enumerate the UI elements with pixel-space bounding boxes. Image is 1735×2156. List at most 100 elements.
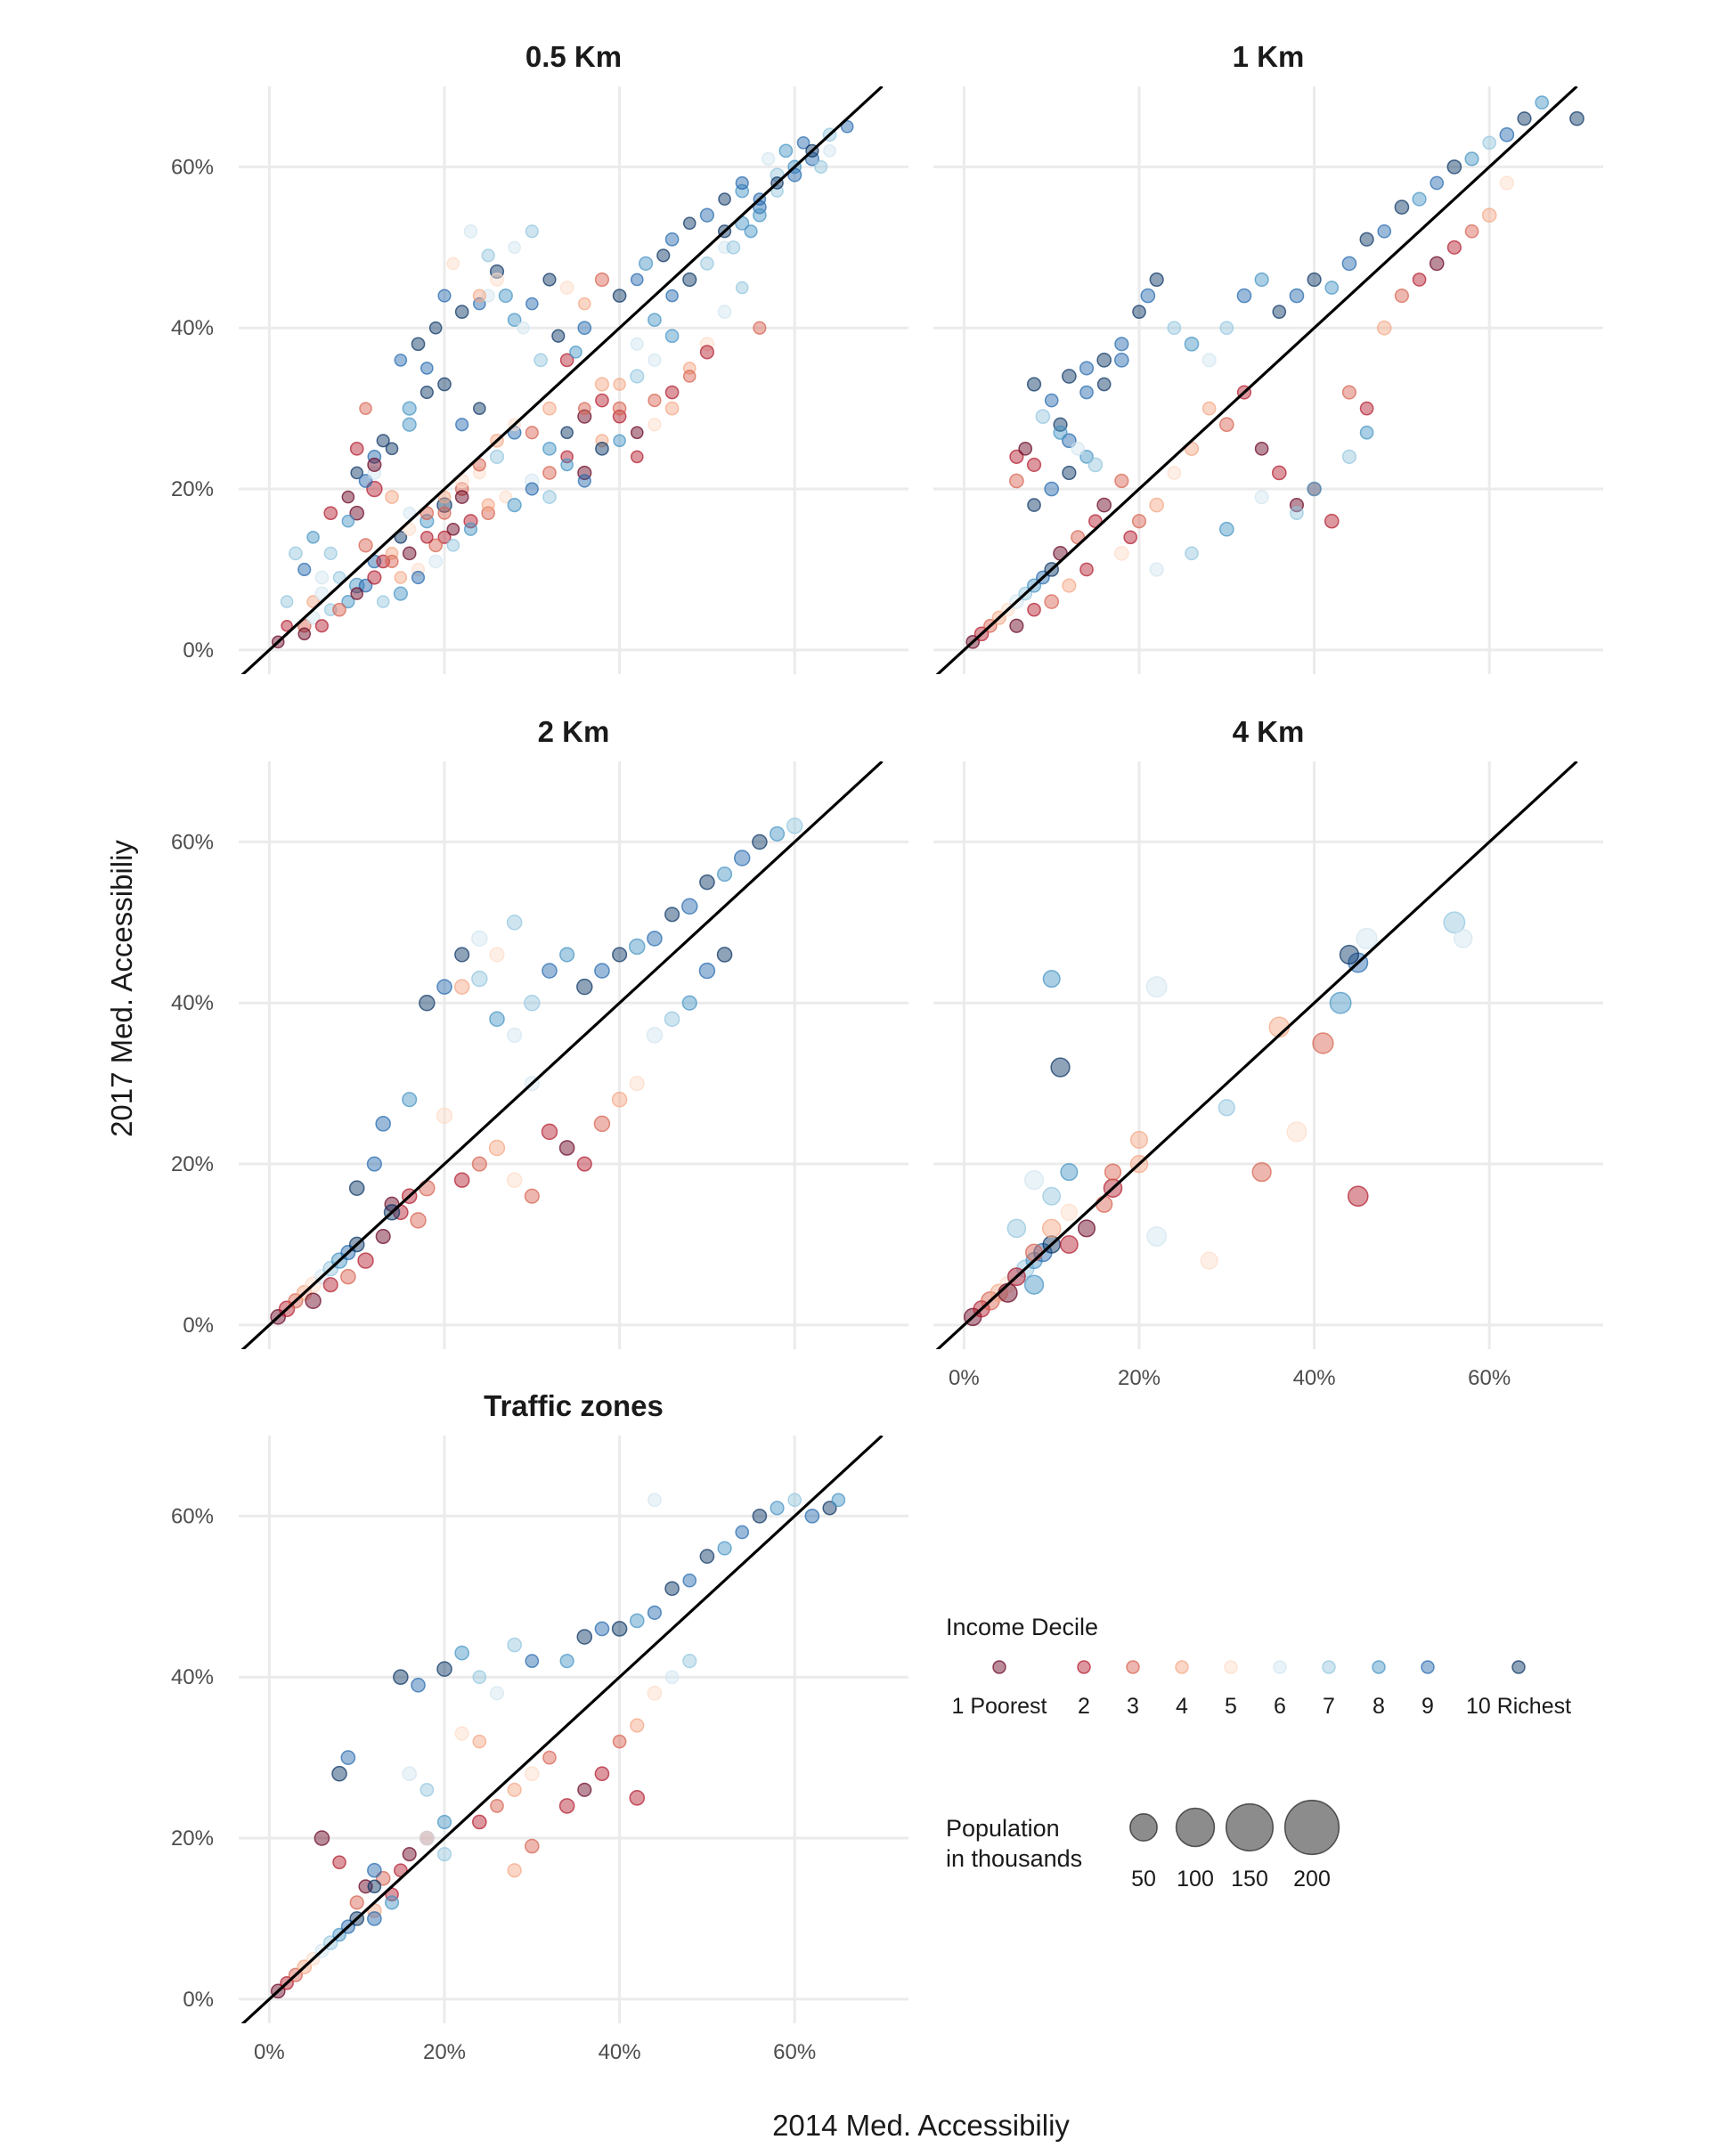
data-point [698, 962, 716, 980]
data-point [823, 144, 836, 158]
data-point [831, 1493, 846, 1508]
data-point [297, 562, 312, 577]
data-point [1201, 353, 1217, 368]
data-point [1079, 562, 1094, 577]
size-label: 50 [1131, 1867, 1156, 1892]
data-point [507, 1863, 522, 1878]
data-point [1114, 473, 1129, 489]
data-point [1290, 506, 1304, 521]
data-point [506, 915, 523, 931]
data-point [1376, 320, 1392, 336]
data-point [1218, 521, 1234, 537]
data-point [1443, 911, 1466, 934]
data-point [437, 530, 452, 544]
income-label-4: 4 [1176, 1694, 1188, 1719]
data-point [1201, 401, 1217, 416]
data-point [664, 1670, 680, 1685]
income-key-7 [1322, 1660, 1336, 1674]
data-point [559, 1654, 574, 1669]
data-point [630, 450, 644, 464]
data-point [840, 119, 854, 134]
data-point [1236, 288, 1252, 304]
x-tick-label: 0% [254, 2040, 285, 2064]
data-point [350, 466, 364, 480]
data-point [1096, 377, 1112, 392]
data-point [524, 1766, 540, 1782]
data-point [1481, 207, 1497, 223]
data-point [1077, 1219, 1096, 1238]
points [270, 818, 803, 1325]
data-point [648, 1493, 662, 1508]
data-point [682, 1654, 697, 1669]
data-point [403, 506, 417, 520]
data-point [367, 450, 382, 464]
data-point [490, 273, 504, 287]
data-point [577, 474, 591, 488]
data-point [559, 281, 574, 295]
data-point [1569, 110, 1584, 126]
data-point [349, 1895, 364, 1910]
data-point [394, 571, 408, 584]
data-point [280, 595, 294, 608]
data-point [638, 256, 654, 272]
data-point [664, 1581, 680, 1597]
gridlines [239, 1436, 908, 2023]
data-point [778, 143, 794, 159]
data-point [1131, 514, 1147, 529]
data-point [489, 947, 505, 963]
data-point [490, 1799, 504, 1813]
data-point [612, 947, 628, 963]
reference-line [240, 1436, 884, 2023]
data-point [454, 1726, 469, 1741]
data-point [1339, 944, 1360, 965]
data-point [717, 305, 732, 319]
data-point [507, 1782, 522, 1797]
data-point [576, 978, 593, 996]
size-label: 200 [1293, 1867, 1331, 1892]
data-point [402, 546, 417, 561]
data-point [402, 1092, 418, 1108]
data-point [1394, 199, 1410, 215]
data-point [1114, 546, 1129, 561]
data-point [453, 979, 470, 995]
data-point [551, 329, 566, 343]
data-point [542, 466, 557, 480]
data-point [612, 1734, 627, 1749]
data-point [1289, 288, 1305, 304]
reference-line [240, 761, 884, 1349]
data-point [366, 1156, 382, 1172]
data-point [682, 1573, 697, 1588]
data-point [1359, 425, 1374, 440]
data-point [525, 297, 539, 311]
data-point [348, 1180, 365, 1196]
data-point [420, 362, 434, 375]
data-point [1027, 498, 1041, 512]
income-key-1 [992, 1660, 1006, 1674]
data-point [1254, 489, 1269, 505]
data-point [437, 490, 452, 504]
data-point [613, 378, 626, 391]
income-label-3: 3 [1127, 1694, 1139, 1719]
data-point [437, 289, 452, 303]
panel-title: 0.5 Km [525, 40, 622, 73]
income-label-10: 10 Richest [1466, 1694, 1571, 1719]
data-point [453, 1172, 470, 1188]
data-point [402, 401, 417, 416]
data-point [1079, 450, 1094, 464]
data-point [454, 947, 470, 963]
data-point [1535, 95, 1550, 110]
gridlines [933, 761, 1603, 1349]
data-point [1200, 1251, 1218, 1270]
data-point [630, 369, 645, 384]
data-point [1096, 1195, 1113, 1213]
panels: 0.5 Km0%20%40%60%1 Km2 Km0%20%40%60%4 Km… [171, 40, 1603, 2064]
data-point [1446, 240, 1462, 255]
data-point [1123, 530, 1138, 545]
data-point [402, 417, 417, 432]
y-tick-label: 20% [171, 477, 214, 501]
data-point [507, 498, 522, 513]
data-point [455, 418, 469, 432]
data-point [595, 393, 609, 408]
data-point [341, 595, 355, 609]
income-label-5: 5 [1225, 1694, 1237, 1719]
